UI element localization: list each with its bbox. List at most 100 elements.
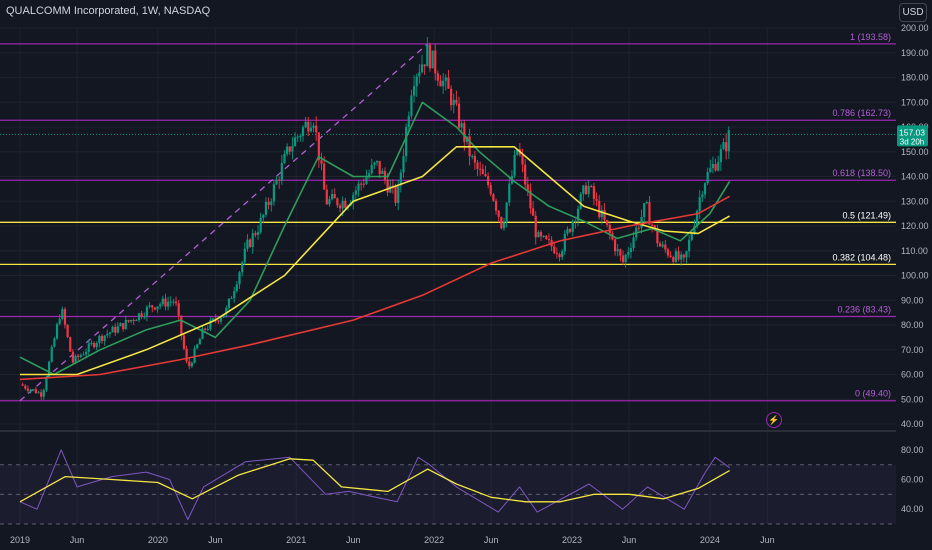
candle-body [502, 222, 506, 229]
candle-body [315, 125, 318, 133]
candle-body [206, 329, 209, 331]
candle-body [307, 121, 310, 132]
price-tag-countdown: 3d 20h [900, 137, 924, 146]
candle-body [58, 318, 61, 325]
y-tick-label: 90.00 [901, 295, 924, 305]
candle-body [188, 361, 191, 367]
candle-body [309, 127, 313, 132]
candle-body [402, 156, 405, 173]
candle-body [288, 146, 291, 152]
candle-body [545, 235, 548, 240]
candle-body [592, 186, 596, 199]
candle-body [122, 323, 125, 330]
candle-body [190, 362, 194, 367]
candle-body [442, 80, 445, 87]
candle-body [415, 76, 418, 87]
candle-body [159, 304, 162, 307]
candle-body [209, 320, 212, 330]
candle-body [383, 171, 387, 180]
candle-body [114, 326, 117, 333]
candle-body [241, 262, 244, 273]
candle-body [531, 208, 535, 216]
candle-body [145, 306, 149, 317]
candle-body [301, 127, 305, 137]
x-tick-label: Jun [622, 535, 637, 545]
candle-body [685, 251, 688, 258]
candle-body [471, 156, 474, 158]
candle-body [553, 246, 556, 254]
candle-body [167, 301, 170, 307]
candle-body [420, 64, 424, 73]
candle-body [595, 198, 598, 201]
candle-body [37, 392, 40, 394]
candle-body [563, 233, 566, 252]
candle-body [653, 225, 656, 229]
candle-body [473, 156, 476, 163]
candle-body [410, 95, 413, 117]
candle-body [436, 73, 439, 81]
candle-body [230, 298, 233, 300]
candle-body [431, 50, 434, 69]
candle-body [211, 318, 215, 321]
candle-body [569, 229, 572, 232]
candle-body [479, 168, 482, 170]
candle-body [709, 167, 712, 173]
candle-body [264, 201, 268, 215]
candle-body [455, 99, 458, 104]
candle-body [542, 235, 545, 237]
candle-body [656, 228, 659, 244]
candle-body [296, 136, 299, 138]
lightning-icon[interactable]: ⚡ [766, 412, 782, 428]
x-tick-label: 2021 [286, 535, 306, 545]
fib-level-label: 0.382 (104.48) [832, 252, 891, 262]
candle-body [172, 301, 175, 303]
moving-average-line [20, 146, 730, 376]
candle-body [590, 185, 593, 187]
candle-body [42, 389, 45, 397]
candle-body [365, 177, 368, 185]
candle-body [198, 339, 201, 345]
candle-body [362, 183, 365, 185]
chart-title: QUALCOMM Incorporated, 1W, NASDAQ [6, 5, 211, 17]
candle-body [373, 162, 376, 165]
x-tick-label: Jun [346, 535, 361, 545]
y-tick-label: 70.00 [901, 345, 924, 355]
candle-body [452, 99, 455, 106]
candle-body [397, 185, 400, 203]
candle-body [77, 355, 80, 358]
x-tick-label: 2019 [10, 535, 30, 545]
candle-body [251, 233, 254, 247]
y-tick-label: 150.00 [901, 147, 929, 157]
candle-body [143, 316, 146, 318]
currency-button[interactable]: USD [899, 3, 927, 22]
candle-body [108, 332, 112, 334]
candle-body [621, 255, 625, 263]
candle-body [47, 361, 51, 378]
candle-body [487, 176, 490, 186]
x-tick-label: Jun [484, 535, 499, 545]
x-tick-label: 2023 [562, 535, 582, 545]
candle-body [219, 317, 223, 322]
candle-body [222, 314, 225, 318]
candle-body [137, 313, 141, 321]
candle-body [534, 215, 537, 238]
candle-body [119, 323, 122, 327]
candle-body [169, 301, 172, 303]
candle-body [116, 326, 119, 333]
candle-body [161, 298, 164, 305]
candle-body [574, 220, 577, 222]
candle-body [66, 324, 69, 338]
fib-trend-line [19, 43, 429, 402]
candle-body [92, 342, 96, 348]
candle-body [489, 185, 492, 195]
fib-level-label: 0.786 (162.73) [832, 108, 891, 118]
candle-body [677, 251, 680, 260]
candle-body [664, 244, 667, 250]
candle-body [637, 227, 640, 229]
candle-body [40, 392, 43, 397]
candle-body [629, 248, 633, 252]
candle-body [426, 44, 429, 67]
candle-body [539, 232, 543, 237]
candle-body [95, 343, 98, 348]
